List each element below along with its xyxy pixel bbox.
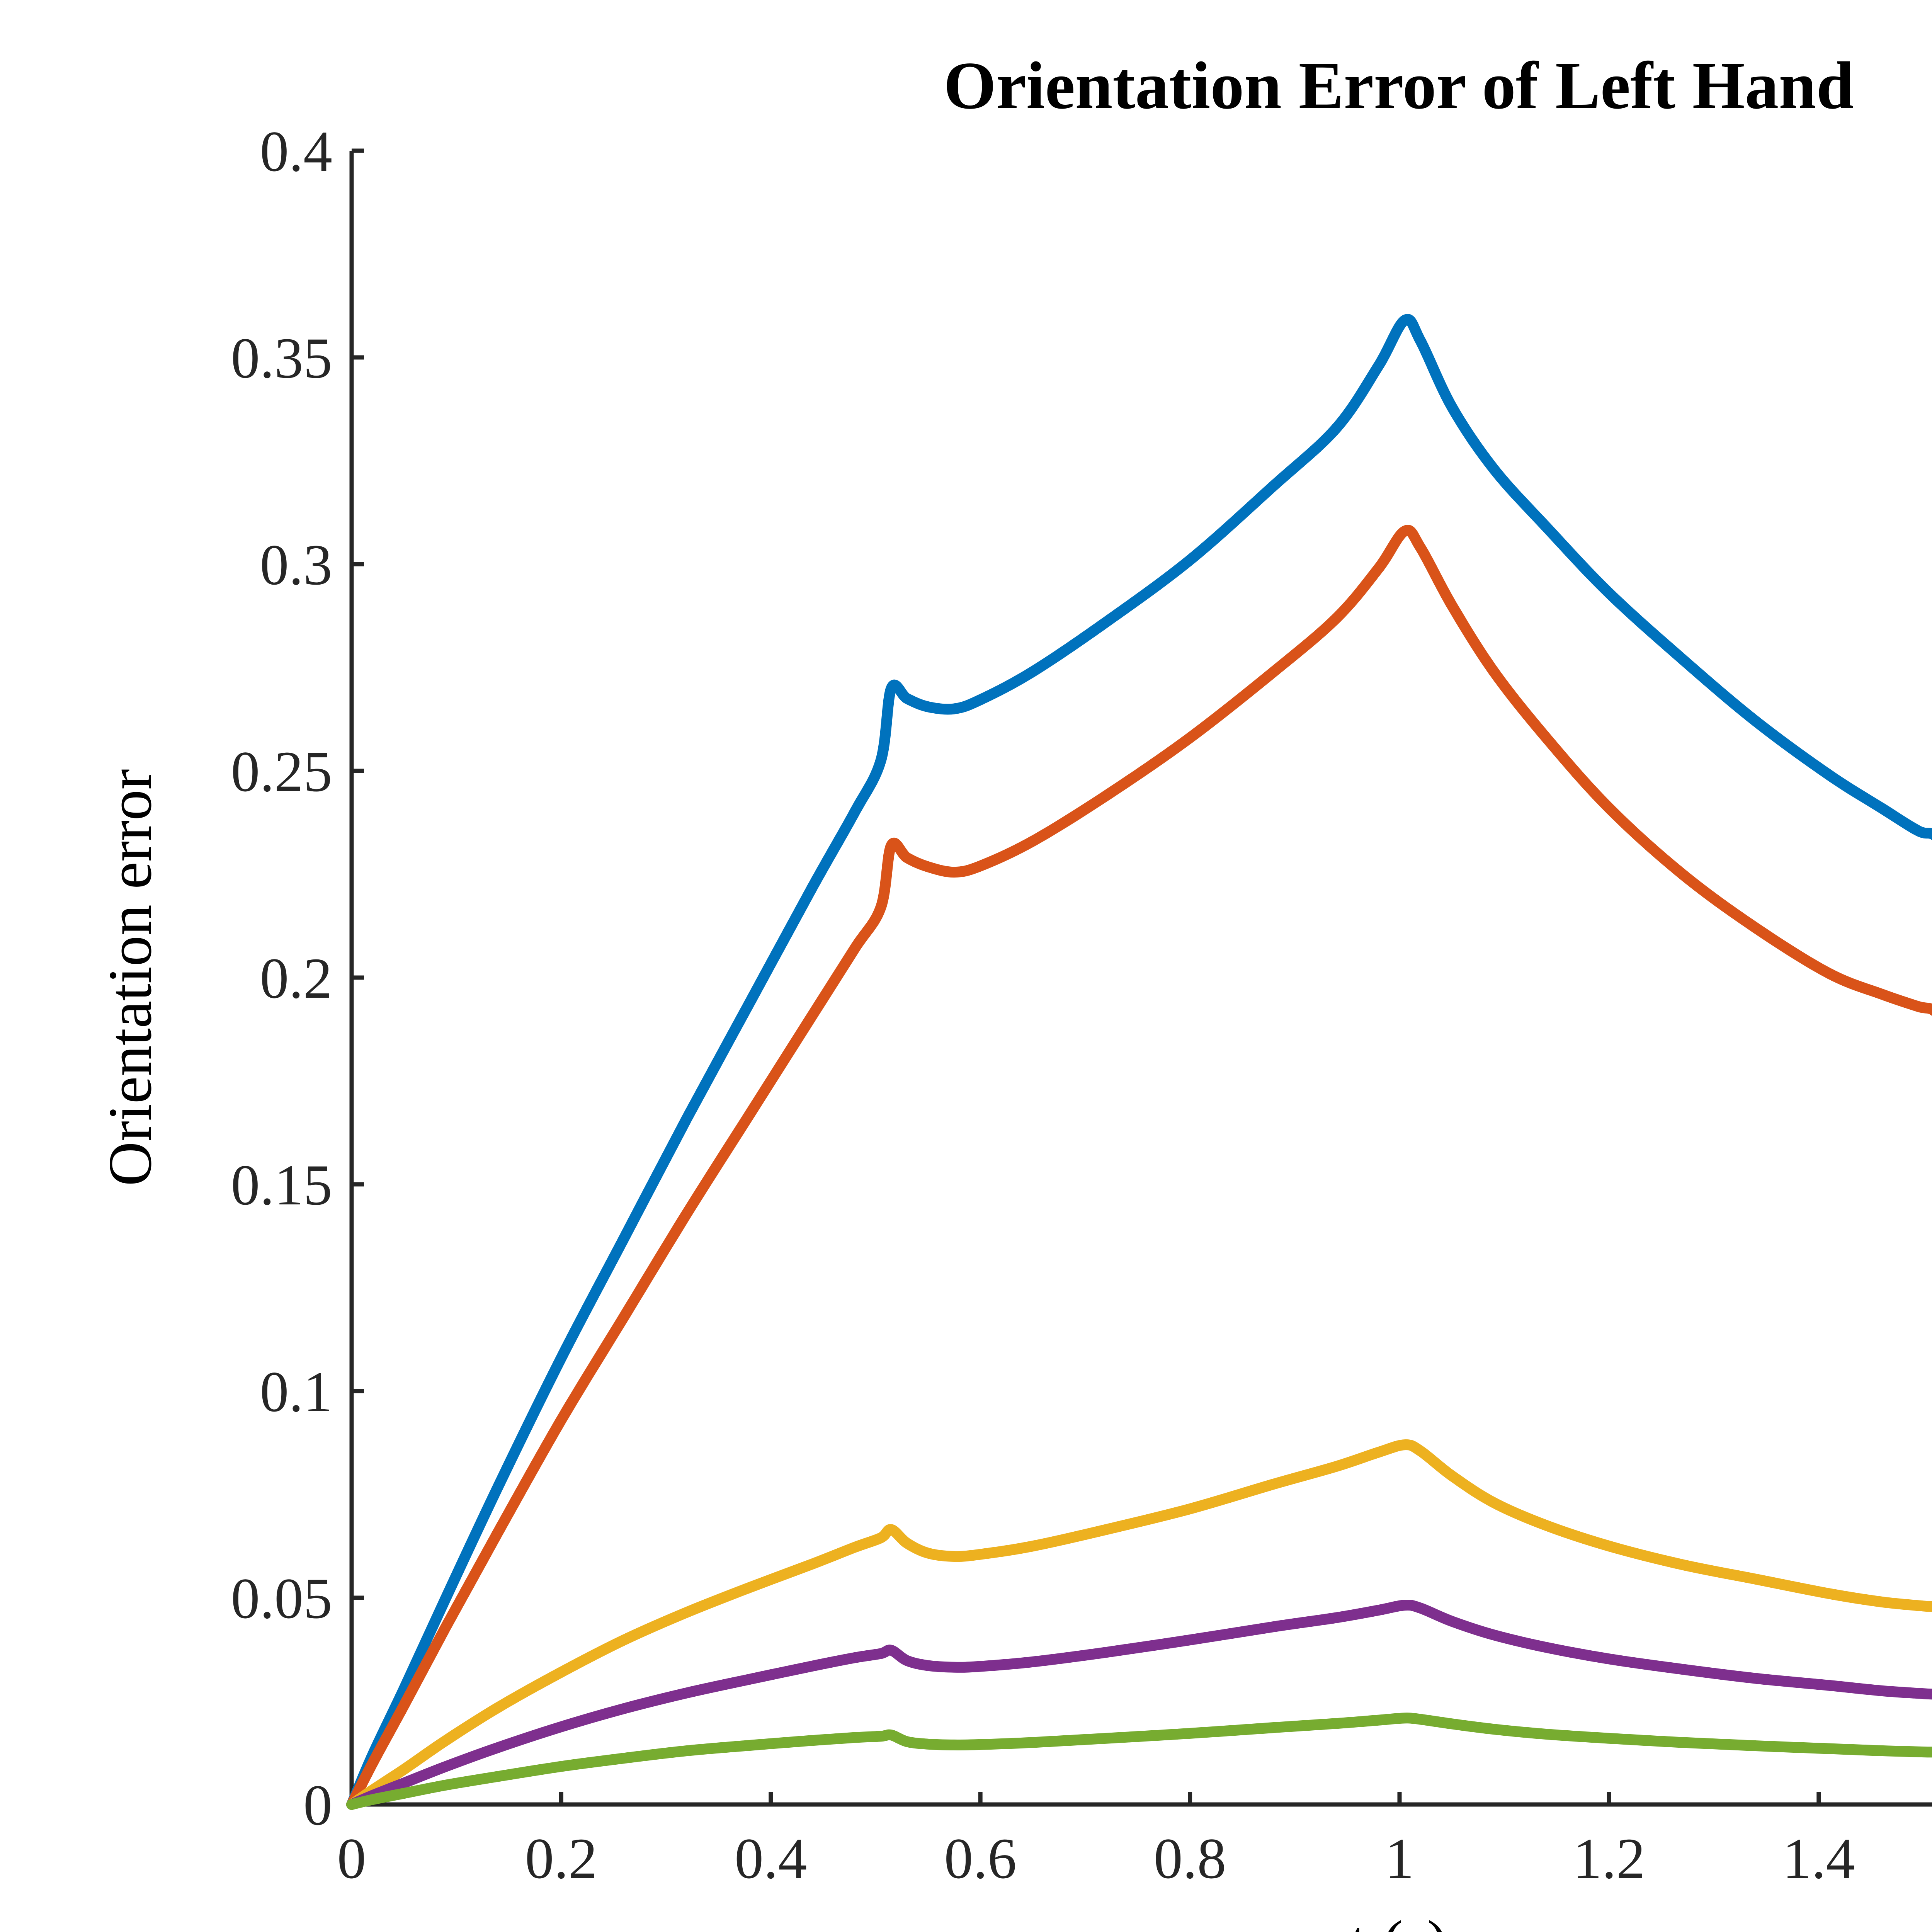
x-tick-label: 0.4 <box>735 1827 807 1891</box>
x-tick-label: 1.2 <box>1573 1827 1646 1891</box>
x-tick-label: 1.4 <box>1782 1827 1855 1891</box>
y-tick-label: 0.15 <box>231 1153 333 1217</box>
series-line-3 <box>346 1439 1932 1810</box>
series-line-1 <box>346 314 1932 1810</box>
y-tick-label: 0.2 <box>260 946 333 1010</box>
x-tick-label: 0.8 <box>1154 1827 1226 1891</box>
x-tick-label: 0 <box>337 1827 366 1891</box>
x-axis-label: t (s) <box>1350 1908 1447 1932</box>
series-line-5 <box>346 1713 1932 1810</box>
y-tick-label: 0.05 <box>231 1566 333 1631</box>
y-tick-label: 0.4 <box>260 119 333 184</box>
page-title: Orientation Error of Left Hand <box>944 48 1854 123</box>
y-tick-label: 0 <box>303 1773 332 1837</box>
y-tick-label: 0.35 <box>231 326 333 390</box>
series-line-4 <box>346 1600 1932 1810</box>
y-tick-label: 0.3 <box>260 533 333 597</box>
y-tick-label: 0.25 <box>231 740 333 804</box>
y-axis-label: Orientation error <box>95 769 164 1186</box>
x-tick-label: 0.6 <box>944 1827 1017 1891</box>
series-group <box>346 314 1932 1810</box>
series-line-2 <box>346 525 1932 1810</box>
x-tick-label: 0.2 <box>525 1827 598 1891</box>
y-tick-label: 0.1 <box>260 1360 333 1424</box>
tick-labels-group: 00.20.40.60.811.21.41.61.8200.050.10.150… <box>231 119 1855 1891</box>
x-tick-label: 1 <box>1385 1827 1414 1891</box>
